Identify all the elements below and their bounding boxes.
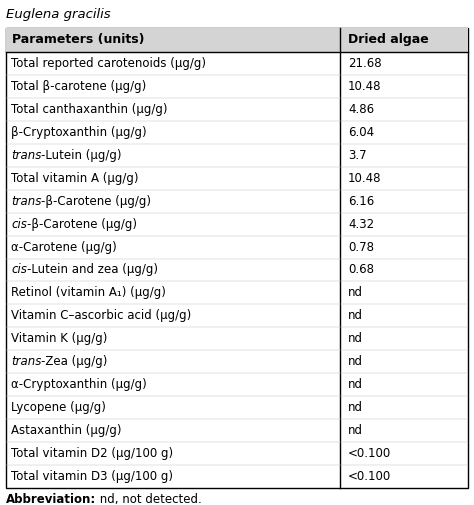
Text: trans: trans bbox=[11, 149, 41, 162]
Text: nd: nd bbox=[348, 332, 363, 345]
Text: 4.86: 4.86 bbox=[348, 103, 374, 116]
Text: -Lutein and zea (μg/g): -Lutein and zea (μg/g) bbox=[27, 264, 158, 277]
Text: Vitamin K (μg/g): Vitamin K (μg/g) bbox=[11, 332, 108, 345]
Bar bbox=[6, 28, 468, 52]
Text: Total canthaxanthin (μg/g): Total canthaxanthin (μg/g) bbox=[11, 103, 167, 116]
Text: 6.04: 6.04 bbox=[348, 126, 374, 139]
Text: Total β-carotene (μg/g): Total β-carotene (μg/g) bbox=[11, 80, 146, 93]
Text: trans: trans bbox=[11, 356, 41, 368]
Text: 0.68: 0.68 bbox=[348, 264, 374, 277]
Text: nd: nd bbox=[348, 424, 363, 437]
Text: nd: nd bbox=[348, 286, 363, 299]
Text: Astaxanthin (μg/g): Astaxanthin (μg/g) bbox=[11, 424, 121, 437]
Text: 3.7: 3.7 bbox=[348, 149, 366, 162]
Text: Total vitamin D2 (μg/100 g): Total vitamin D2 (μg/100 g) bbox=[11, 447, 173, 460]
Text: α-Carotene (μg/g): α-Carotene (μg/g) bbox=[11, 240, 117, 254]
Text: nd, not detected.: nd, not detected. bbox=[96, 493, 202, 505]
Text: 21.68: 21.68 bbox=[348, 57, 382, 70]
Text: Abbreviation:: Abbreviation: bbox=[6, 493, 96, 505]
Text: β-Cryptoxanthin (μg/g): β-Cryptoxanthin (μg/g) bbox=[11, 126, 146, 139]
Text: 6.16: 6.16 bbox=[348, 194, 374, 208]
Text: Total vitamin A (μg/g): Total vitamin A (μg/g) bbox=[11, 172, 138, 185]
Text: trans: trans bbox=[11, 194, 41, 208]
Text: nd: nd bbox=[348, 378, 363, 391]
Text: Euglena gracilis: Euglena gracilis bbox=[6, 8, 110, 21]
Text: Retinol (vitamin A₁) (μg/g): Retinol (vitamin A₁) (μg/g) bbox=[11, 286, 166, 299]
Text: nd: nd bbox=[348, 356, 363, 368]
Text: nd: nd bbox=[348, 401, 363, 414]
Text: -β-Carotene (μg/g): -β-Carotene (μg/g) bbox=[41, 194, 151, 208]
Text: Vitamin C–ascorbic acid (μg/g): Vitamin C–ascorbic acid (μg/g) bbox=[11, 310, 191, 322]
Text: -β-Carotene (μg/g): -β-Carotene (μg/g) bbox=[27, 218, 137, 231]
Text: 0.78: 0.78 bbox=[348, 240, 374, 254]
Text: 10.48: 10.48 bbox=[348, 172, 382, 185]
Text: nd: nd bbox=[348, 310, 363, 322]
Text: <0.100: <0.100 bbox=[348, 470, 391, 483]
Text: Lycopene (μg/g): Lycopene (μg/g) bbox=[11, 401, 106, 414]
Text: Parameters (units): Parameters (units) bbox=[12, 33, 145, 46]
Text: 10.48: 10.48 bbox=[348, 80, 382, 93]
Text: cis: cis bbox=[11, 218, 27, 231]
Text: 4.32: 4.32 bbox=[348, 218, 374, 231]
Text: Total reported carotenoids (μg/g): Total reported carotenoids (μg/g) bbox=[11, 57, 206, 70]
Text: cis: cis bbox=[11, 264, 27, 277]
Text: Total vitamin D3 (μg/100 g): Total vitamin D3 (μg/100 g) bbox=[11, 470, 173, 483]
Text: -Zea (μg/g): -Zea (μg/g) bbox=[41, 356, 108, 368]
Text: <0.100: <0.100 bbox=[348, 447, 391, 460]
Text: α-Cryptoxanthin (μg/g): α-Cryptoxanthin (μg/g) bbox=[11, 378, 147, 391]
Text: Dried algae: Dried algae bbox=[348, 33, 429, 46]
Text: -Lutein (μg/g): -Lutein (μg/g) bbox=[41, 149, 122, 162]
